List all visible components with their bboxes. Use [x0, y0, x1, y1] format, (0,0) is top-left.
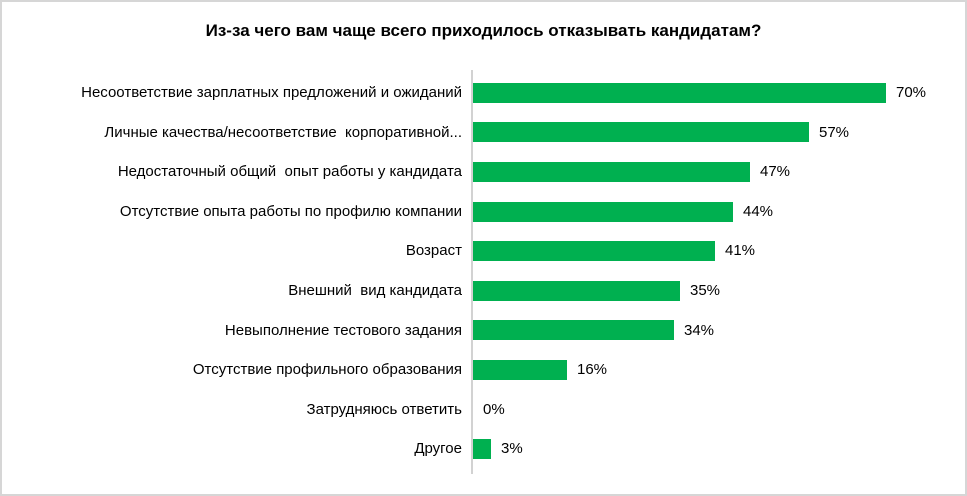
chart-row: Другое 3% [2, 429, 965, 469]
category-label: Недостаточный общий опыт работы у кандид… [117, 163, 462, 181]
bar [473, 122, 809, 143]
category-label: Несоответствие зарплатных предложений и … [81, 84, 462, 101]
value-label: 70% [896, 84, 927, 101]
bar [473, 439, 491, 460]
category-label: Внешний вид кандидата [288, 282, 462, 299]
bar [473, 161, 750, 182]
value-label: 44% [743, 202, 774, 220]
value-label: 57% [819, 123, 850, 141]
chart-row: Затрудняюсь ответить 0% [2, 390, 965, 430]
category-label: Личные качества/несоответствие корпорати… [104, 123, 462, 141]
category-label: Затрудняюсь ответить [306, 400, 462, 418]
bar [473, 241, 715, 262]
category-label: Невыполнение тестового задания [224, 321, 462, 339]
value-label: 35% [690, 282, 721, 299]
chart-title: Из-за чего вам чаще всего приходилось от… [205, 21, 762, 40]
chart-row: Невыполнение тестового задания 34% [2, 311, 965, 351]
bar [473, 359, 567, 380]
chart-row: Возраст 41% [2, 231, 965, 271]
category-label: Другое [414, 440, 462, 458]
category-axis-line [471, 70, 473, 474]
value-label: 0% [483, 400, 505, 418]
category-label: Отсутствие опыта работы по профилю компа… [119, 202, 462, 220]
value-label: 3% [501, 440, 523, 458]
value-label: 41% [725, 242, 756, 260]
category-label: Отсутствие профильного образования [192, 361, 462, 379]
value-label: 47% [760, 163, 791, 181]
value-label: 34% [684, 321, 715, 339]
bar [473, 280, 680, 301]
bar [473, 201, 733, 222]
chart-row: Отсутствие опыта работы по профилю компа… [2, 192, 965, 232]
chart-row: Внешний вид кандидата 35% [2, 271, 965, 311]
chart-row: Личные качества/несоответствие корпорати… [2, 113, 965, 153]
bar [473, 320, 674, 341]
chart-row: Несоответствие зарплатных предложений и … [2, 73, 965, 113]
category-label: Возраст [405, 242, 462, 260]
chart-row: Отсутствие профильного образования 16% [2, 350, 965, 390]
bar [473, 82, 886, 103]
chart-row: Недостаточный общий опыт работы у кандид… [2, 152, 965, 192]
value-label: 16% [577, 361, 608, 379]
